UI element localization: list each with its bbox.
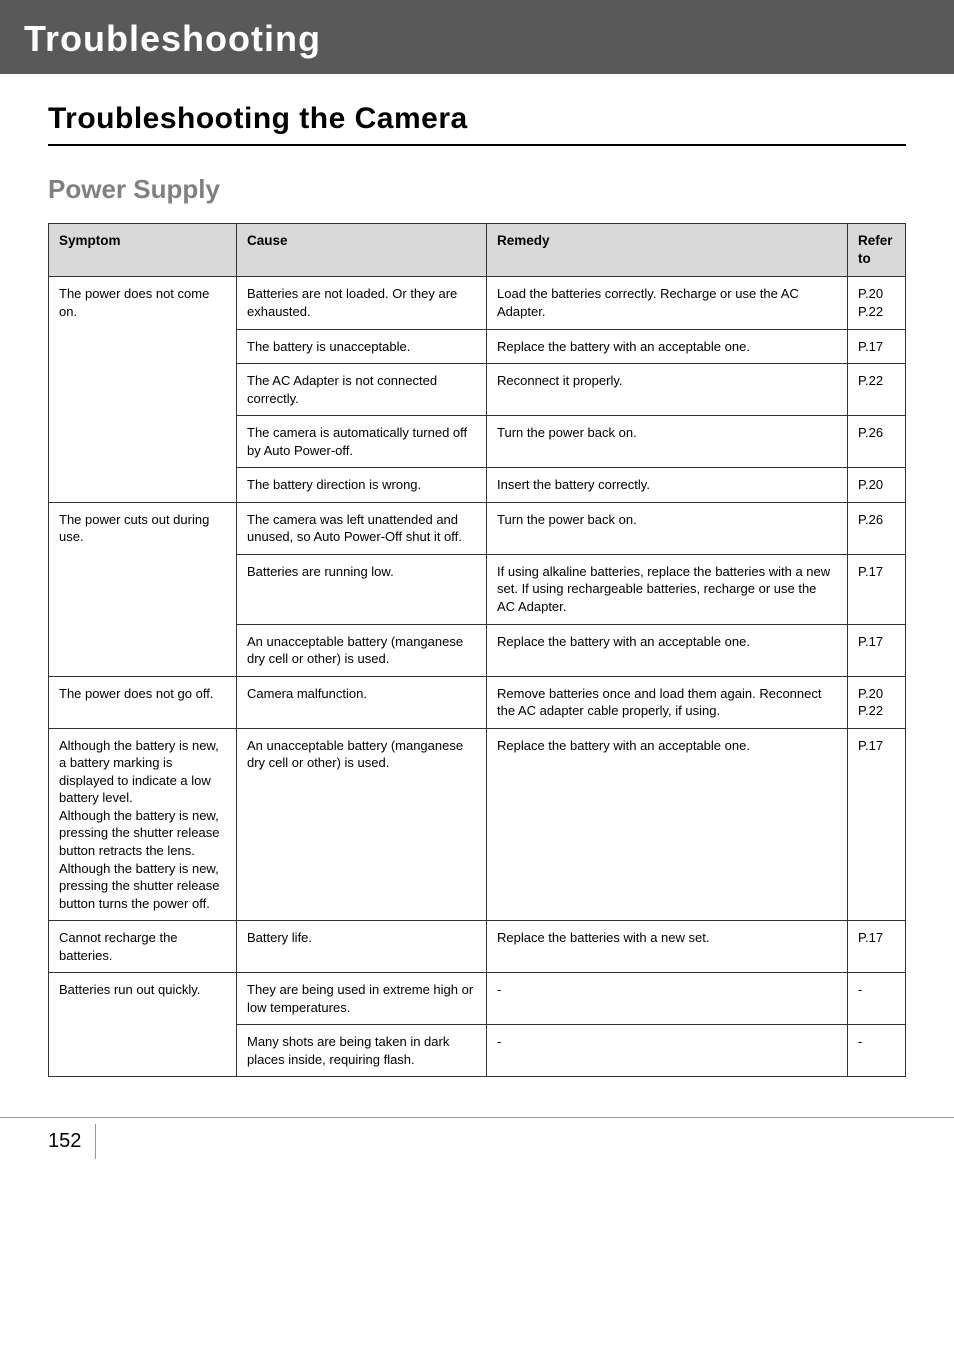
cell-refer: P.26 — [848, 502, 906, 554]
section-title: Troubleshooting the Camera — [48, 102, 906, 146]
page-footer: 152 — [0, 1117, 954, 1159]
cell-refer: P.20P.22 — [848, 277, 906, 329]
table-row: Cannot recharge the batteries.Battery li… — [49, 921, 906, 973]
cell-cause: Camera malfunction. — [237, 676, 487, 728]
cell-cause: Battery life. — [237, 921, 487, 973]
cell-remedy: Turn the power back on. — [487, 502, 848, 554]
cell-refer: P.17 — [848, 728, 906, 920]
cell-remedy: Replace the battery with an acceptable o… — [487, 624, 848, 676]
table-row: The power cuts out during use.The camera… — [49, 502, 906, 554]
cell-symptom: Cannot recharge the batteries. — [49, 921, 237, 973]
cell-refer: P.17 — [848, 624, 906, 676]
table-row: The power does not come on.Batteries are… — [49, 277, 906, 329]
cell-cause: The camera was left unattended and unuse… — [237, 502, 487, 554]
cell-cause: The camera is automatically turned off b… — [237, 416, 487, 468]
cell-remedy: Replace the batteries with a new set. — [487, 921, 848, 973]
cell-remedy: Replace the battery with an acceptable o… — [487, 329, 848, 364]
cell-cause: Batteries are running low. — [237, 554, 487, 624]
cell-symptom: The power cuts out during use. — [49, 502, 237, 676]
cell-refer: P.26 — [848, 416, 906, 468]
table-row: Batteries run out quickly.They are being… — [49, 973, 906, 1025]
cell-cause: The AC Adapter is not connected correctl… — [237, 364, 487, 416]
cell-refer: - — [848, 973, 906, 1025]
subsection-title: Power Supply — [48, 174, 906, 205]
cell-refer: P.17 — [848, 329, 906, 364]
col-cause: Cause — [237, 224, 487, 277]
troubleshooting-table: Symptom Cause Remedy Refer to The power … — [48, 223, 906, 1077]
cell-cause: Many shots are being taken in dark place… — [237, 1025, 487, 1077]
table-row: The power does not go off.Camera malfunc… — [49, 676, 906, 728]
cell-remedy: - — [487, 1025, 848, 1077]
cell-cause: The battery is unacceptable. — [237, 329, 487, 364]
cell-refer: - — [848, 1025, 906, 1077]
cell-remedy: Insert the battery correctly. — [487, 468, 848, 503]
page-header: Troubleshooting — [0, 0, 954, 74]
cell-remedy: - — [487, 973, 848, 1025]
cell-refer: P.22 — [848, 364, 906, 416]
cell-symptom: Although the battery is new, a battery m… — [49, 728, 237, 920]
col-symptom: Symptom — [49, 224, 237, 277]
cell-remedy: Load the batteries correctly. Recharge o… — [487, 277, 848, 329]
page-content: Troubleshooting the Camera Power Supply … — [0, 74, 954, 1077]
page-number: 152 — [0, 1124, 96, 1159]
cell-refer: P.17 — [848, 554, 906, 624]
page-header-title: Troubleshooting — [24, 18, 321, 59]
cell-symptom: The power does not go off. — [49, 676, 237, 728]
cell-cause: Batteries are not loaded. Or they are ex… — [237, 277, 487, 329]
cell-refer: P.17 — [848, 921, 906, 973]
cell-cause: They are being used in extreme high or l… — [237, 973, 487, 1025]
table-row: Although the battery is new, a battery m… — [49, 728, 906, 920]
col-remedy: Remedy — [487, 224, 848, 277]
cell-cause: An unacceptable battery (manganese dry c… — [237, 624, 487, 676]
cell-remedy: Remove batteries once and load them agai… — [487, 676, 848, 728]
cell-remedy: If using alkaline batteries, replace the… — [487, 554, 848, 624]
cell-symptom: Batteries run out quickly. — [49, 973, 237, 1077]
cell-cause: An unacceptable battery (manganese dry c… — [237, 728, 487, 920]
table-header-row: Symptom Cause Remedy Refer to — [49, 224, 906, 277]
cell-symptom: The power does not come on. — [49, 277, 237, 502]
cell-remedy: Turn the power back on. — [487, 416, 848, 468]
cell-cause: The battery direction is wrong. — [237, 468, 487, 503]
cell-refer: P.20P.22 — [848, 676, 906, 728]
col-refer: Refer to — [848, 224, 906, 277]
cell-remedy: Replace the battery with an acceptable o… — [487, 728, 848, 920]
cell-refer: P.20 — [848, 468, 906, 503]
cell-remedy: Reconnect it properly. — [487, 364, 848, 416]
